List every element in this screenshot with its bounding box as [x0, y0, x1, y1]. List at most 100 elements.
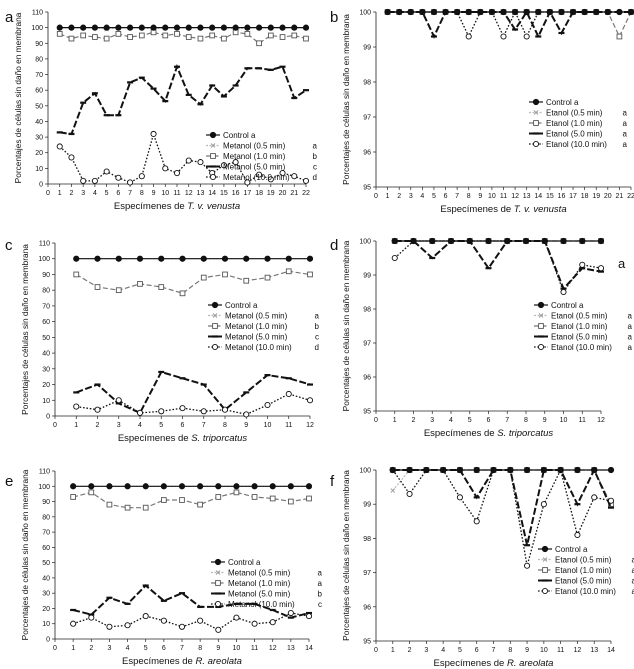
data-point [391, 237, 398, 245]
legend-label: Metanol (10.0 min) [223, 173, 290, 182]
panel-label: c [5, 237, 13, 254]
data-point [162, 32, 169, 39]
legend-marker [215, 570, 221, 575]
y-tick-label: 96 [363, 604, 371, 611]
x-tick-label: 2 [412, 417, 416, 424]
x-tick-label: 10 [161, 190, 169, 197]
x-tick-label: 0 [53, 645, 57, 652]
legend-group: a [623, 109, 628, 118]
x-tick-label: 10 [264, 422, 272, 429]
y-tick-label: 98 [363, 307, 371, 314]
x-tick-label: 11 [557, 647, 564, 654]
legend-marker [541, 545, 549, 553]
data-point [232, 159, 239, 166]
data-point [222, 271, 228, 278]
data-point [215, 626, 222, 633]
data-point [488, 8, 496, 16]
x-tick-label: 2 [70, 190, 74, 197]
x-tick-label: 12 [511, 193, 519, 200]
data-point [264, 401, 271, 409]
legend-label: Etanol (1.0 min) [555, 566, 612, 575]
legend-marker [211, 343, 219, 351]
x-tick-label: 10 [560, 417, 568, 424]
x-tick-label: 9 [525, 647, 529, 654]
data-point [410, 237, 417, 245]
y-tick-label: 20 [42, 606, 50, 613]
legend-marker [542, 567, 548, 573]
x-tick-label: 1 [58, 190, 62, 197]
y-tick-label: 100 [31, 25, 43, 32]
y-tick-label: 50 [42, 335, 50, 342]
data-point [103, 168, 110, 175]
legend-marker [533, 110, 539, 115]
series-line [76, 393, 311, 416]
legend-label: Metanol (10.0 min) [228, 600, 295, 609]
y-tick-label: 98 [363, 536, 371, 543]
x-tick-label: 16 [232, 190, 240, 197]
legend-group: d [315, 343, 319, 352]
x-axis-title-species: R. areolata [195, 656, 241, 667]
data-point [124, 622, 131, 629]
data-point [179, 255, 186, 262]
x-tick-label: 5 [458, 647, 462, 654]
data-point [142, 613, 149, 620]
data-point [178, 623, 186, 630]
y-tick-label: 0 [46, 637, 50, 644]
data-point [70, 483, 77, 490]
x-tick-label: 14 [208, 190, 216, 197]
data-point [302, 177, 310, 184]
series-s50 [389, 467, 614, 547]
data-point [215, 494, 222, 500]
data-point [406, 490, 413, 497]
y-tick-label: 110 [32, 10, 43, 17]
x-tick-label: 9 [152, 190, 156, 197]
y-tick-label: 40 [42, 575, 50, 582]
data-point [124, 483, 131, 490]
data-point [557, 466, 564, 474]
x-tick-label: 19 [267, 190, 275, 197]
x-tick-label: 22 [302, 190, 310, 197]
x-axis-title-prefix: Especímenes de [114, 201, 187, 212]
legend: Control a Metanol (0.5 min) a Metanol (1.0 … [211, 558, 323, 609]
y-tick-label: 100 [359, 10, 371, 17]
data-point [607, 497, 615, 504]
data-point [243, 277, 250, 284]
data-point [288, 498, 294, 505]
legend-group: a [628, 333, 633, 342]
data-point [456, 466, 464, 474]
x-tick-label: 7 [492, 647, 496, 654]
x-tick-label: 4 [126, 645, 130, 652]
x-axis-title-prefix: Especímenes de [424, 428, 497, 439]
legend-group: b [313, 152, 318, 161]
x-tick-label: 12 [185, 190, 193, 197]
x-axis-title: Especímenes de R. areolata [434, 658, 554, 669]
data-point [127, 34, 133, 40]
y-axis-title: Porcentajes de células sin daño en membr… [20, 469, 30, 640]
legend-label: Metanol (1.0 min) [228, 579, 291, 588]
data-point [138, 173, 145, 180]
y-tick-label: 90 [42, 272, 50, 279]
x-tick-label: 2 [408, 647, 412, 654]
data-point [406, 466, 413, 474]
legend-marker [538, 313, 544, 318]
data-point [197, 159, 204, 166]
x-axis-title-prefix: Especímenes de [118, 433, 191, 444]
data-point [142, 483, 149, 490]
series-control [73, 255, 314, 262]
y-axis-title: Porcentajes de células sin daño en membr… [341, 470, 351, 641]
x-tick-label: 12 [269, 645, 277, 652]
data-point [106, 483, 113, 490]
data-point [88, 483, 95, 490]
data-point [456, 494, 463, 501]
y-tick-label: 98 [363, 80, 371, 87]
legend-group: d [313, 173, 317, 182]
legend-marker [212, 323, 218, 329]
y-tick-label: 30 [42, 366, 50, 373]
x-tick-label: 2 [96, 422, 100, 429]
data-point [160, 617, 167, 624]
x-tick-label: 8 [508, 647, 512, 654]
data-point [473, 466, 480, 474]
y-tick-label: 10 [42, 621, 50, 628]
